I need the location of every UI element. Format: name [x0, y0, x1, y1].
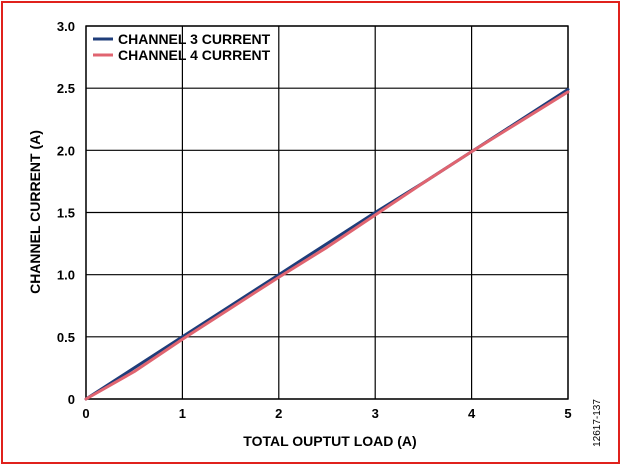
x-tick-label: 0: [82, 406, 89, 421]
x-tick-label: 5: [564, 406, 571, 421]
series-layer: [84, 87, 570, 401]
y-tick-label: 0: [68, 392, 75, 407]
y-tick-label: 2.0: [57, 143, 75, 158]
series-line-channel-4: [84, 90, 570, 401]
x-tick-label: 4: [468, 406, 476, 421]
y-tick-label: 0.5: [57, 330, 75, 345]
y-tick-label: 1.0: [57, 268, 75, 283]
figure-id: 12617-137: [592, 399, 603, 447]
x-tick-label: 1: [179, 406, 186, 421]
x-tick-label: 2: [275, 406, 282, 421]
y-tick-labels: 0 0.5 1.0 1.5 2.0 2.5 3.0: [57, 19, 75, 407]
legend-entry: CHANNEL 3 CURRENT: [118, 31, 271, 47]
legend-entry: CHANNEL 4 CURRENT: [118, 47, 271, 63]
y-tick-label: 1.5: [57, 206, 75, 221]
x-tick-label: 3: [372, 406, 379, 421]
x-axis-label: TOTAL OUPTUT LOAD (A): [243, 433, 416, 449]
y-tick-label: 2.5: [57, 81, 75, 96]
x-tick-labels: 0 1 2 3 4 5: [82, 406, 571, 421]
y-tick-label: 3.0: [57, 19, 75, 34]
grid-lines: [85, 25, 569, 400]
plot-area-border: [85, 25, 569, 400]
y-axis-label: CHANNEL CURRENT (A): [27, 130, 43, 294]
